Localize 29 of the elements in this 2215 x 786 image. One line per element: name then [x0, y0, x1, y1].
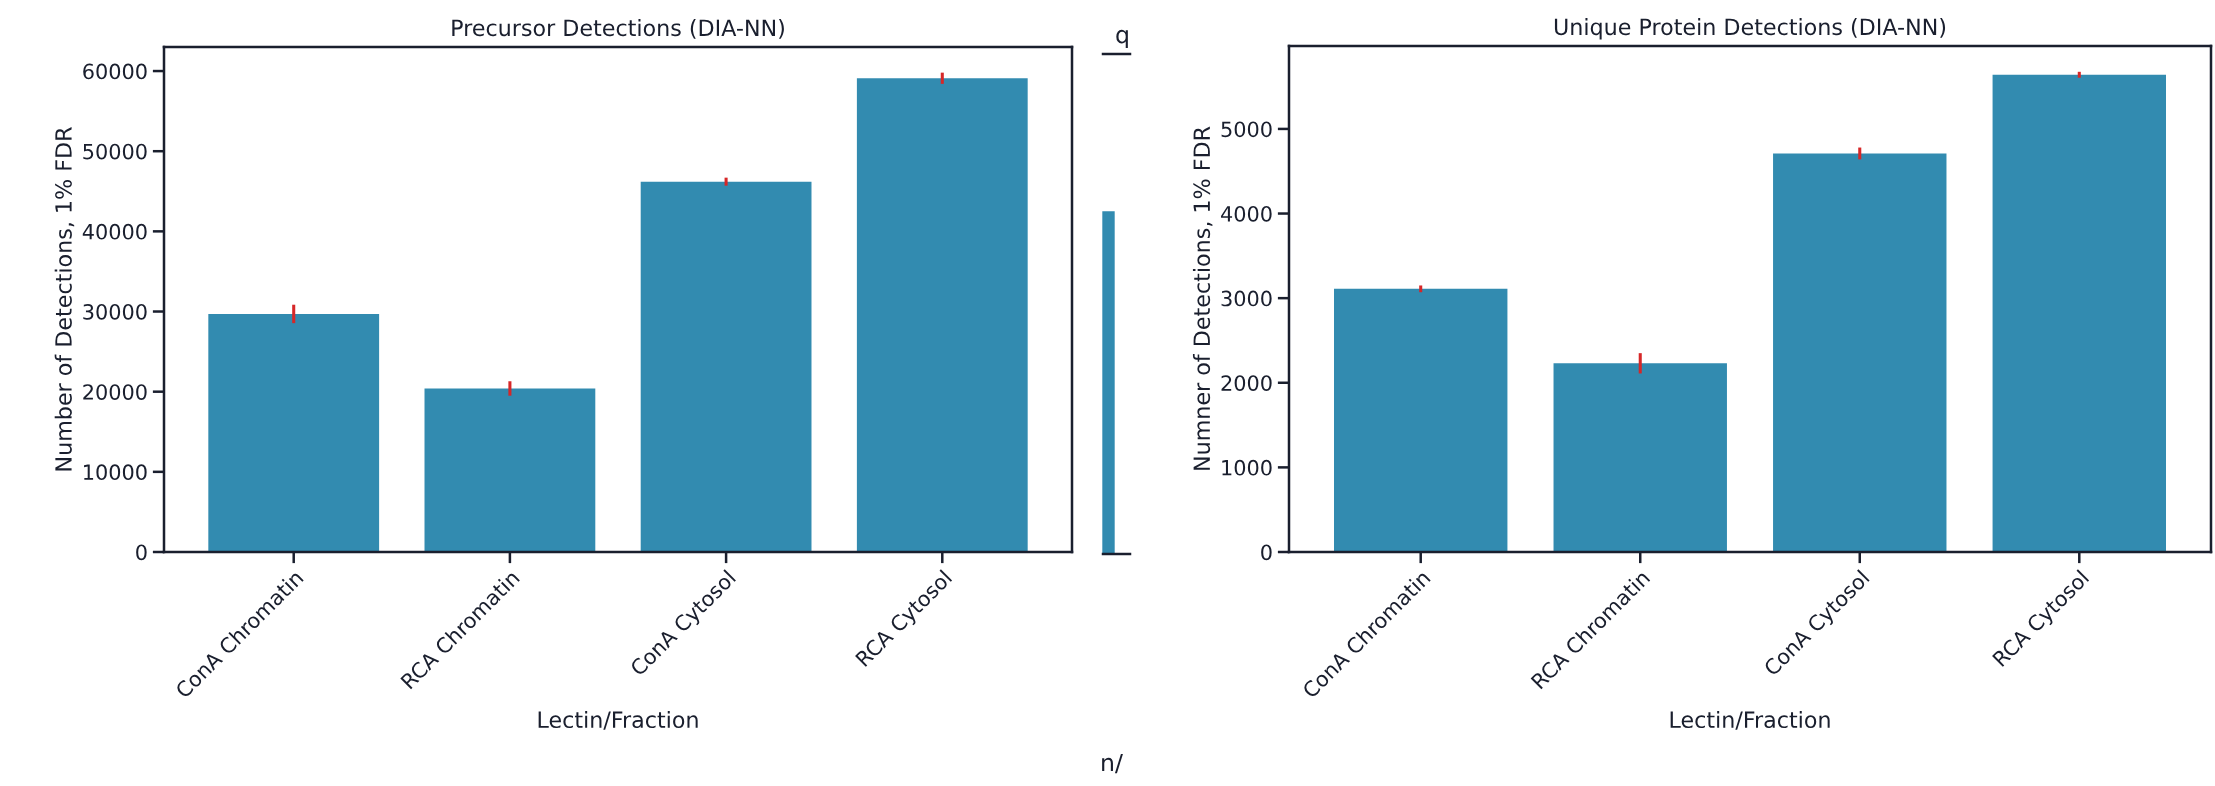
bar — [1553, 363, 1727, 552]
y-tick-label: 3000 — [1221, 290, 1272, 307]
y-tick-label: 50000 — [83, 143, 147, 160]
y-tick-label: 1000 — [1222, 459, 1272, 476]
y-tick-label: 30000 — [83, 303, 147, 320]
y-tick-label: 4000 — [1221, 205, 1272, 222]
y-tick-label: 40000 — [82, 223, 147, 240]
bar — [1334, 288, 1508, 552]
y-tick-label: 2000 — [1221, 375, 1272, 391]
bar — [424, 388, 596, 552]
bar — [1773, 153, 1947, 552]
y-tick-label: 20000 — [83, 384, 147, 400]
bar — [208, 313, 380, 552]
bar — [1992, 74, 2166, 552]
bar — [640, 181, 812, 552]
y-tick-label: 10000 — [84, 464, 147, 481]
x-axis-title: Lectin/Fraction — [538, 710, 698, 730]
y-tick-label: 0 — [1261, 544, 1272, 561]
y-tick-label: 60000 — [83, 63, 147, 80]
y-axis-title: Number of Detections, 1% FDR — [54, 127, 75, 471]
y-tick-label: 0 — [136, 544, 147, 561]
x-axis-title: Lectin/Fraction — [1670, 710, 1830, 730]
bar — [856, 78, 1028, 552]
text: n/ — [1102, 753, 1123, 774]
y-tick-label: 5000 — [1221, 121, 1272, 138]
chart-title: Unique Protein Detections (DIA-NN) — [1554, 18, 1946, 40]
text: q — [1116, 29, 1128, 48]
y-axis-title: Numner of Detections, 1% FDR — [1192, 126, 1213, 470]
chart-title: Precursor Detections (DIA-NN) — [452, 19, 784, 39]
